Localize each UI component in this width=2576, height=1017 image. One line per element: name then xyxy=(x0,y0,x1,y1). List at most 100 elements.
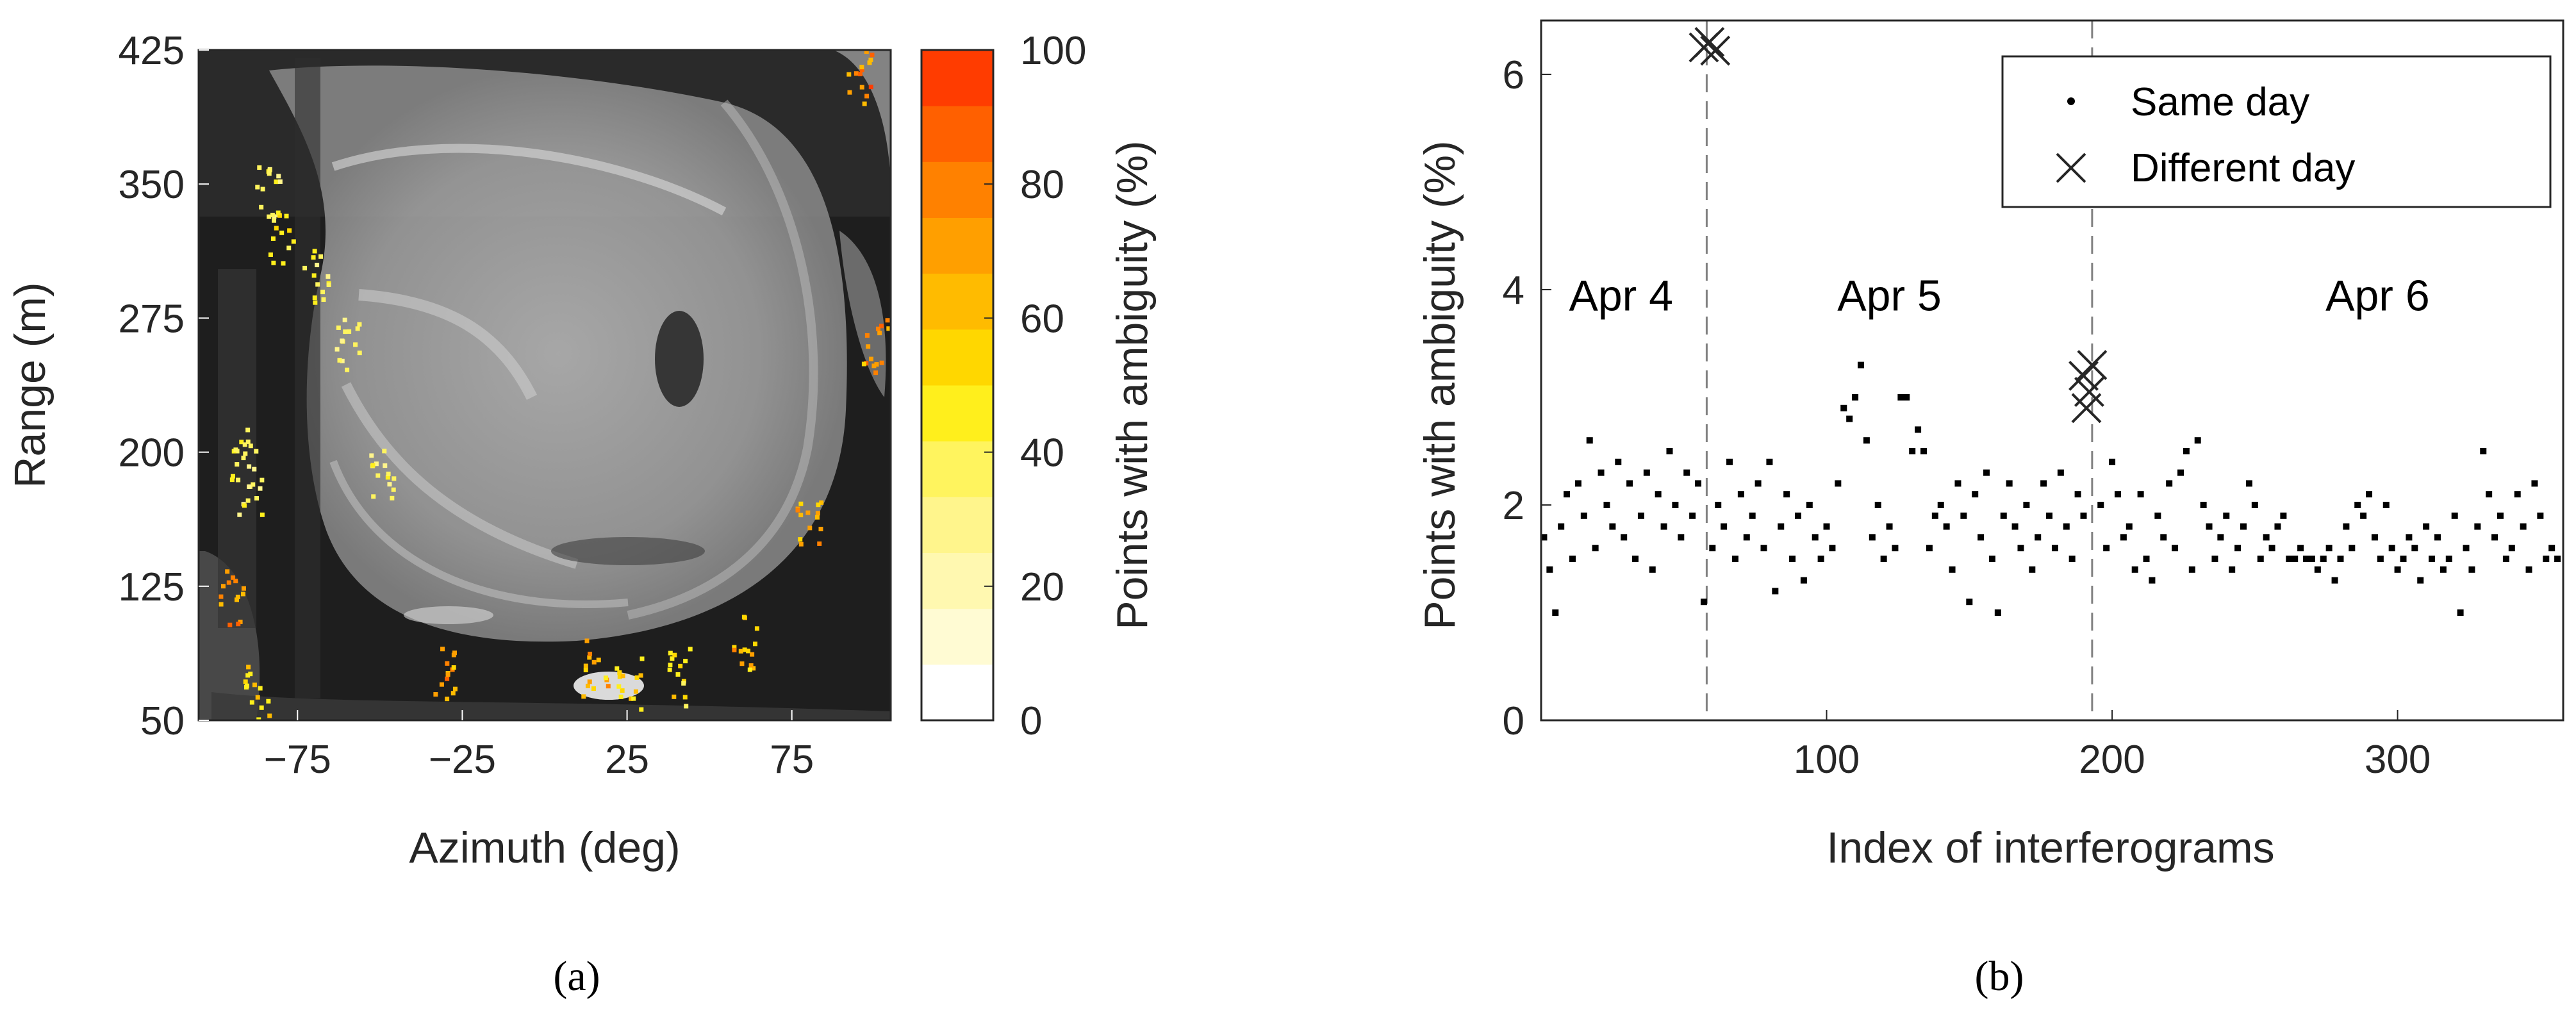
point-same-day xyxy=(1743,534,1750,541)
point-same-day xyxy=(1817,556,1824,562)
point-same-day xyxy=(1812,534,1819,541)
point-same-day xyxy=(1598,469,1605,476)
point-same-day xyxy=(1632,556,1639,562)
ambiguity-cluster xyxy=(615,656,645,712)
legend-box xyxy=(2001,55,2552,208)
panel-b-xtick-label: 100 xyxy=(1794,738,1860,782)
panel-a-ytick-label: 275 xyxy=(119,297,185,341)
day-annotation: Apr 6 xyxy=(2325,271,2430,320)
point-same-day xyxy=(1709,545,1716,552)
ambiguity-cluster xyxy=(302,249,331,305)
point-same-day xyxy=(1943,523,1950,530)
point-same-day xyxy=(2377,556,2384,562)
point-same-day xyxy=(2280,512,2287,519)
ambiguity-cluster xyxy=(243,665,272,720)
point-same-day xyxy=(2497,512,2504,519)
point-same-day xyxy=(2514,491,2521,498)
point-same-day xyxy=(1909,448,1916,454)
panel-b-xtick-label: 200 xyxy=(2079,738,2145,782)
point-same-day xyxy=(1564,491,1571,498)
panel-b-x-ticks: 100 200 300 xyxy=(1794,710,2431,782)
ambiguity-cluster xyxy=(433,647,458,702)
point-same-day xyxy=(1637,512,1644,519)
point-same-day xyxy=(1972,491,1979,498)
point-same-day xyxy=(2537,512,2544,519)
point-same-day xyxy=(2429,556,2436,562)
point-same-day xyxy=(1880,556,1887,562)
panel-b-ytick-label: 0 xyxy=(1503,699,1524,743)
ambiguity-cluster xyxy=(732,615,759,672)
point-same-day xyxy=(2017,545,2024,552)
point-same-day xyxy=(1823,523,1830,530)
point-same-day xyxy=(1546,566,1553,573)
caption-a: (a) xyxy=(553,953,600,1000)
point-same-day xyxy=(2120,534,2127,541)
colorbar-tick-label: 80 xyxy=(1020,163,1064,207)
point-different-day xyxy=(1694,27,1725,58)
point-same-day xyxy=(1852,394,1859,401)
ambiguity-cluster xyxy=(236,464,265,517)
panel-a-xtick-label: 75 xyxy=(770,738,814,782)
point-same-day xyxy=(1615,458,1622,465)
panel-b-ytick-label: 6 xyxy=(1503,53,1524,97)
point-same-day xyxy=(1726,458,1733,465)
point-same-day xyxy=(2257,556,2264,562)
ambiguity-cluster xyxy=(861,318,891,376)
point-different-day xyxy=(1700,35,1731,66)
legend: Same day Different day xyxy=(2001,55,2552,208)
point-same-day xyxy=(2154,512,2161,519)
point-same-day xyxy=(2554,556,2561,562)
point-same-day xyxy=(1892,545,1899,552)
point-same-day xyxy=(2211,556,2218,562)
point-same-day xyxy=(2097,502,2104,508)
point-same-day xyxy=(2423,523,2430,530)
panel-b-ylabel: Points with ambiguity (%) xyxy=(1416,140,1464,629)
point-same-day xyxy=(1569,556,1576,562)
point-same-day xyxy=(1857,361,1864,368)
point-same-day xyxy=(2263,534,2270,541)
point-same-day xyxy=(2525,566,2532,573)
point-same-day xyxy=(1983,469,1990,476)
panel-a-ytick-label: 125 xyxy=(119,565,185,609)
point-same-day xyxy=(2114,491,2121,498)
point-same-day xyxy=(2371,534,2378,541)
point-same-day xyxy=(2251,502,2258,508)
point-same-day xyxy=(2440,566,2447,573)
point-same-day xyxy=(1806,502,1813,508)
point-same-day xyxy=(2508,545,2515,552)
point-same-day xyxy=(1643,469,1650,476)
point-same-day xyxy=(2303,556,2310,562)
point-same-day xyxy=(2240,523,2247,530)
point-same-day xyxy=(2417,577,2424,584)
point-same-day xyxy=(2223,512,2230,519)
point-same-day xyxy=(2474,523,2481,530)
colorbar-level xyxy=(921,497,993,553)
point-same-day xyxy=(1949,566,1956,573)
point-same-day xyxy=(2286,556,2293,562)
point-same-day xyxy=(1655,491,1662,498)
point-same-day xyxy=(2172,545,2179,552)
point-same-day xyxy=(2006,480,2013,487)
point-same-day xyxy=(2349,545,2356,552)
point-same-day xyxy=(1926,545,1933,552)
panel-b-ytick-label: 2 xyxy=(1503,484,1524,528)
panel-a-ylabel: Range (m) xyxy=(6,282,54,488)
ambiguity-cluster xyxy=(581,638,611,699)
point-same-day xyxy=(2451,512,2458,519)
point-same-day xyxy=(1789,556,1796,562)
colorbar-level xyxy=(921,608,993,665)
ambiguity-cluster xyxy=(846,50,875,106)
panel-a-ytick-label: 50 xyxy=(140,699,185,743)
point-same-day xyxy=(1937,502,1944,508)
point-same-day xyxy=(2194,437,2201,444)
point-same-day xyxy=(1603,502,1610,508)
point-same-day xyxy=(2445,556,2452,562)
point-same-day xyxy=(1715,502,1722,508)
point-same-day xyxy=(1552,609,1559,616)
point-same-day xyxy=(1592,545,1599,552)
point-same-day xyxy=(1783,491,1790,498)
point-same-day xyxy=(2217,534,2224,541)
point-same-day xyxy=(1541,534,1548,541)
panel-a-xlabel: Azimuth (deg) xyxy=(409,823,680,872)
point-same-day xyxy=(2268,545,2275,552)
